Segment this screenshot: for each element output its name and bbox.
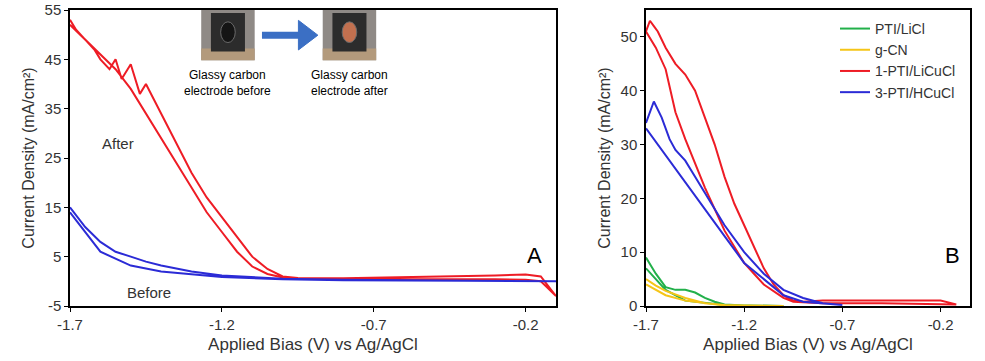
svg-text:10: 10 <box>621 243 638 260</box>
svg-text:40: 40 <box>621 82 638 99</box>
svg-text:Applied Bias (V) vs Ag/AgCl: Applied Bias (V) vs Ag/AgCl <box>208 335 418 354</box>
svg-text:0: 0 <box>629 297 637 314</box>
svg-text:Before: Before <box>127 284 171 301</box>
svg-text:After: After <box>102 135 134 152</box>
svg-text:Glassy carbonelectrode after: Glassy carbonelectrode after <box>311 68 388 98</box>
svg-text:20: 20 <box>621 190 638 207</box>
svg-text:1-PTI/LiCuCl: 1-PTI/LiCuCl <box>875 63 955 79</box>
svg-text:25: 25 <box>45 149 62 166</box>
svg-text:-0.7: -0.7 <box>361 316 387 333</box>
svg-text:55: 55 <box>45 1 62 18</box>
svg-text:A: A <box>527 243 542 268</box>
svg-text:-0.2: -0.2 <box>513 316 539 333</box>
svg-text:Applied Bias (V) vs Ag/AgCl: Applied Bias (V) vs Ag/AgCl <box>703 335 913 354</box>
svg-text:50: 50 <box>621 28 638 45</box>
svg-text:3-PTI/HCuCl: 3-PTI/HCuCl <box>875 85 954 101</box>
svg-text:-1.2: -1.2 <box>209 316 235 333</box>
svg-text:-0.2: -0.2 <box>928 316 954 333</box>
svg-text:30: 30 <box>621 136 638 153</box>
svg-text:-1.7: -1.7 <box>57 316 83 333</box>
svg-text:-5: -5 <box>48 297 61 314</box>
svg-text:Current Density (mA/cm²): Current Density (mA/cm²) <box>596 67 613 248</box>
svg-text:15: 15 <box>45 199 62 216</box>
svg-text:-0.7: -0.7 <box>829 316 855 333</box>
svg-text:g-CN: g-CN <box>875 42 908 58</box>
svg-text:45: 45 <box>45 51 62 68</box>
svg-text:PTI/LiCl: PTI/LiCl <box>875 21 925 37</box>
svg-text:5: 5 <box>53 248 61 265</box>
svg-text:Glassy carbonelectrode before: Glassy carbonelectrode before <box>184 68 271 98</box>
svg-text:-1.7: -1.7 <box>633 316 659 333</box>
svg-text:B: B <box>945 243 960 268</box>
svg-text:35: 35 <box>45 100 62 117</box>
svg-text:Current Density (mA/cm²): Current Density (mA/cm²) <box>20 67 37 248</box>
svg-text:-1.2: -1.2 <box>731 316 757 333</box>
